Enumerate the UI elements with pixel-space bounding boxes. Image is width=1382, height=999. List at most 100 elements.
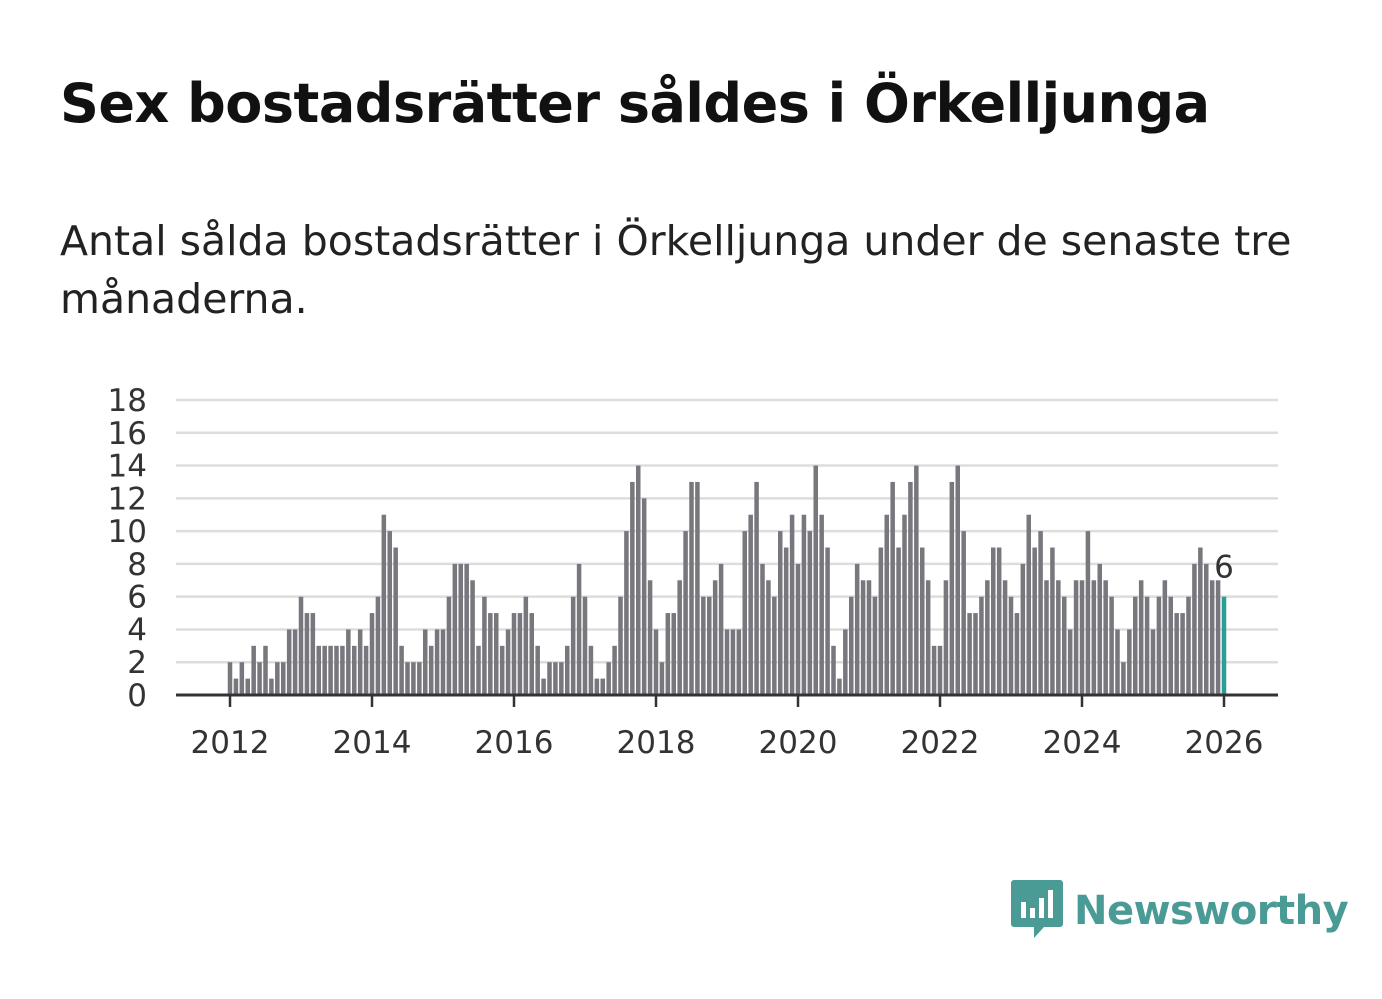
bar xyxy=(316,645,322,695)
x-tick-label: 2022 xyxy=(901,725,980,761)
bar xyxy=(683,531,688,695)
bar xyxy=(464,563,469,695)
bar xyxy=(600,678,606,695)
bar xyxy=(280,662,286,695)
bar xyxy=(334,645,339,695)
bar xyxy=(369,613,375,695)
bar xyxy=(949,481,955,695)
x-tick-label: 2026 xyxy=(1185,725,1264,761)
bar xyxy=(346,629,351,695)
bar xyxy=(1132,596,1138,695)
bar xyxy=(1008,596,1014,695)
bar xyxy=(990,547,996,695)
bar xyxy=(553,662,558,695)
bar xyxy=(381,514,387,695)
bar xyxy=(582,596,588,695)
bar xyxy=(1203,563,1209,695)
y-tick-label: 10 xyxy=(108,514,147,550)
brand-logo: Newsworthy xyxy=(1010,878,1349,944)
x-tick-label: 2016 xyxy=(475,725,554,761)
bar xyxy=(275,662,280,695)
bar xyxy=(363,645,369,695)
bar xyxy=(1156,596,1162,695)
bar xyxy=(310,613,316,695)
bar xyxy=(417,662,422,695)
x-axis: 2012 2014 2016 2018 2020 2022 2024 2026 xyxy=(176,693,1278,761)
bar xyxy=(1121,662,1126,695)
bar xyxy=(452,563,458,695)
y-tick-label: 2 xyxy=(127,645,147,681)
bar xyxy=(1192,563,1197,695)
bar xyxy=(1073,580,1079,695)
bar xyxy=(701,596,706,695)
bar xyxy=(819,514,824,695)
bar xyxy=(914,465,919,695)
bar xyxy=(570,596,576,695)
bar xyxy=(624,531,629,695)
bar-latest xyxy=(1221,596,1227,695)
bar xyxy=(1061,596,1067,695)
bar xyxy=(322,645,327,695)
bar xyxy=(559,662,564,695)
bar xyxy=(630,481,635,695)
bar xyxy=(825,547,830,695)
bar xyxy=(523,596,529,695)
bar xyxy=(973,613,978,695)
bar xyxy=(405,662,410,695)
bar xyxy=(843,629,848,695)
bar xyxy=(943,580,949,695)
x-tick-label: 2018 xyxy=(617,725,696,761)
bar xyxy=(1038,531,1043,695)
bar xyxy=(470,580,475,695)
bar xyxy=(647,580,653,695)
bar xyxy=(724,629,730,695)
bar xyxy=(777,531,783,695)
bar xyxy=(1044,580,1049,695)
bar xyxy=(831,645,836,695)
bar xyxy=(239,662,245,695)
bar xyxy=(399,645,404,695)
bar xyxy=(1079,580,1085,695)
bar xyxy=(955,465,961,695)
y-tick-label: 14 xyxy=(108,449,147,485)
bar xyxy=(535,645,540,695)
bar xyxy=(422,629,428,695)
bar xyxy=(1014,613,1020,695)
bar xyxy=(1085,531,1091,695)
bar xyxy=(712,580,718,695)
bar xyxy=(730,629,736,695)
bar xyxy=(1198,547,1203,695)
bar xyxy=(789,514,795,695)
bar xyxy=(760,563,765,695)
bar xyxy=(1215,580,1221,695)
bar xyxy=(357,629,363,695)
bar xyxy=(428,645,434,695)
chart-subtitle: Antal sålda bostadsrätter i Örkelljunga … xyxy=(60,217,1292,323)
bar xyxy=(854,563,860,695)
bar xyxy=(612,645,617,695)
bar xyxy=(618,596,623,695)
data-labels: 6 xyxy=(1214,550,1234,586)
y-tick-label: 0 xyxy=(127,678,147,714)
bar xyxy=(718,563,724,695)
bar xyxy=(848,596,854,695)
bar xyxy=(606,662,611,695)
bar xyxy=(807,531,813,695)
bar xyxy=(979,596,984,695)
y-tick-label: 6 xyxy=(127,580,147,616)
bar xyxy=(529,613,535,695)
bar xyxy=(985,580,990,695)
bar xyxy=(1209,580,1215,695)
bar xyxy=(766,580,771,695)
bar xyxy=(1002,580,1008,695)
bar xyxy=(1180,613,1185,695)
bar xyxy=(706,596,712,695)
bar xyxy=(872,596,878,695)
bar xyxy=(375,596,381,695)
bar xyxy=(653,629,659,695)
bar xyxy=(493,613,499,695)
bar xyxy=(878,547,884,695)
bar xyxy=(736,629,742,695)
bar xyxy=(665,613,671,695)
bar xyxy=(689,481,694,695)
